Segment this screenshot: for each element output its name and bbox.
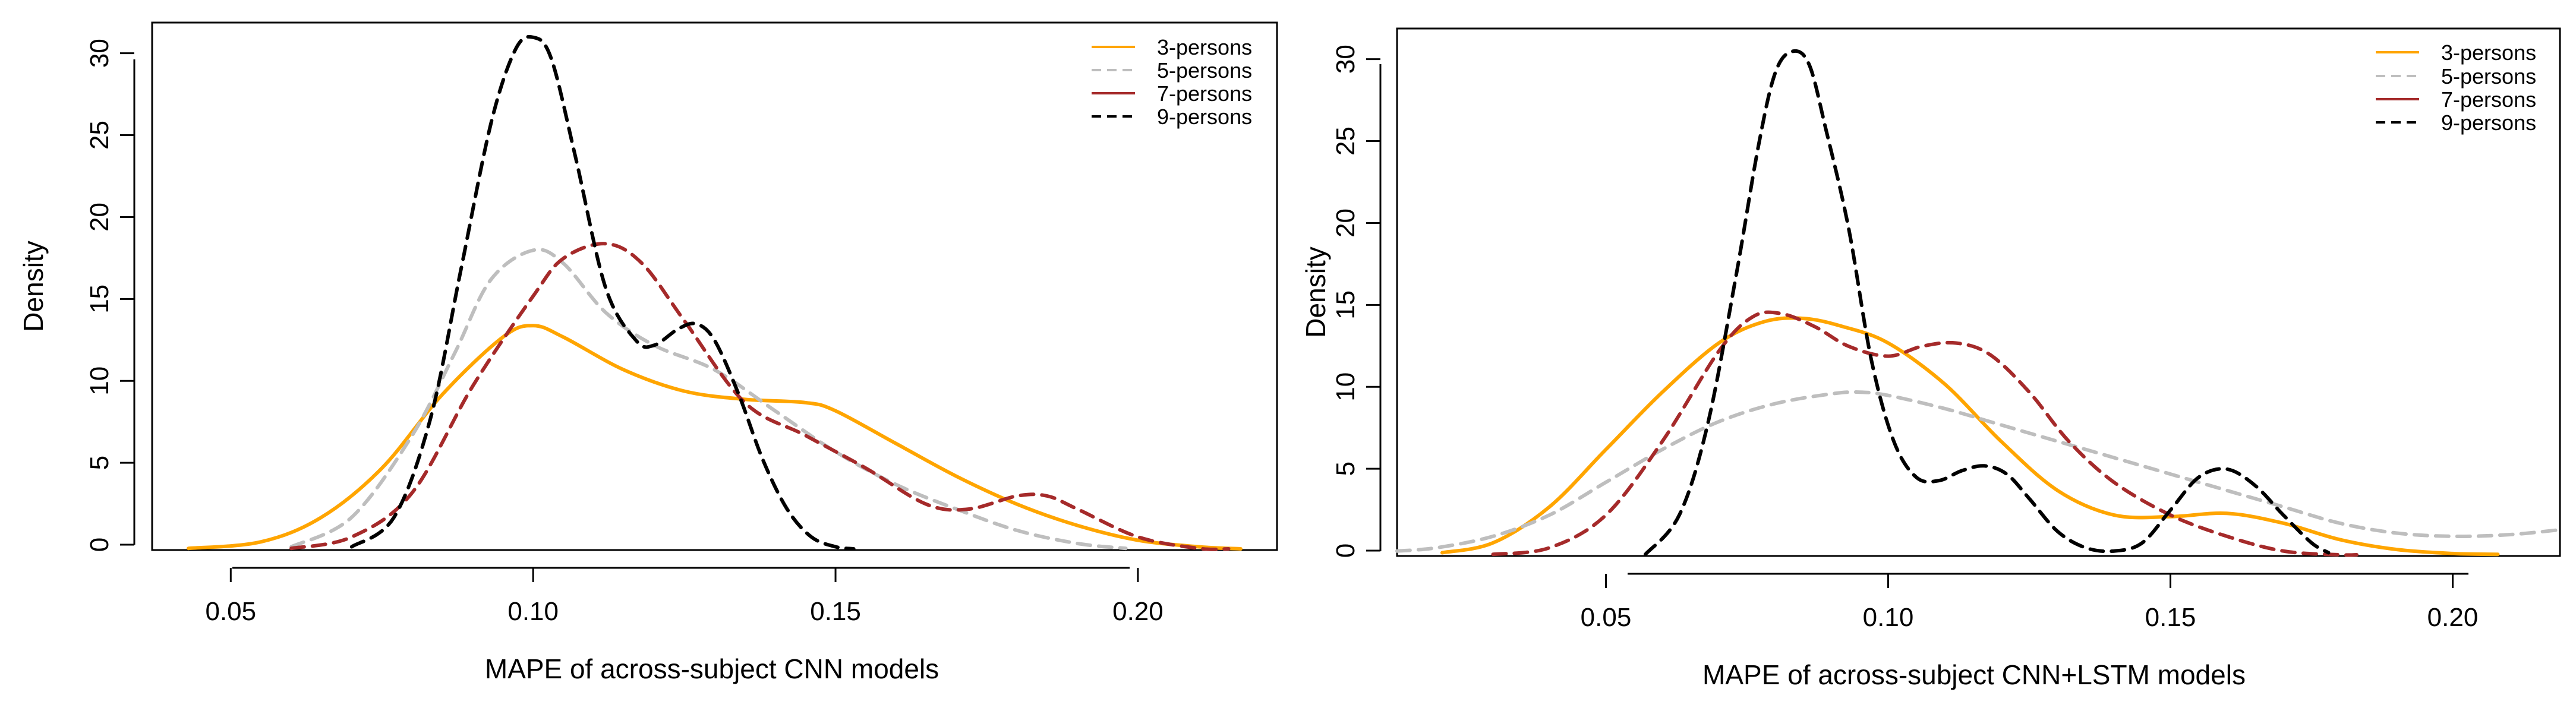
legend-label: 7-persons [1157,81,1252,106]
chart-panel-right: 0 5 10 15 20 25 30 0.05 0.10 0.15 0.20 MAPE of ac… [1300,27,2562,690]
legend-label: 3-persons [2441,40,2536,65]
y-tick-label: 0 [1331,543,1360,558]
x-ticks: 0.05 0.10 0.15 0.20 [1581,574,2479,632]
plot-frame [151,21,1278,551]
x-axis-title: MAPE of across-subject CNN models [485,653,939,684]
legend-item-5-persons: 5-persons [1092,58,1252,83]
y-ticks: 0 5 10 15 20 25 30 [1331,45,1380,558]
series-line-5-persons [1395,390,2562,553]
y-axis-title: Density [1300,247,1331,337]
x-tick-label: 0.10 [507,597,559,626]
y-tick-label: 10 [1331,372,1360,402]
series-line-7-persons [289,242,1231,551]
y-tick-label: 25 [85,121,114,150]
y-tick-label: 30 [1331,45,1360,74]
x-tick-label: 0.05 [1581,603,1632,632]
series-line-3-persons [1440,316,2500,557]
y-axis-title: Density [18,241,49,331]
legend-item-5-persons: 5-persons [2376,64,2536,89]
legend-label: 3-persons [1157,35,1252,59]
chart-panel-left: 0 5 10 15 20 25 30 0.05 0.10 0.15 0.20 MAPE of ac… [18,21,1278,684]
series-group [1395,49,2562,557]
x-axis: 0.05 0.10 0.15 0.20 [205,567,1164,626]
y-tick-label: 0 [85,538,114,552]
legend-item-9-persons: 9-persons [2376,110,2536,135]
y-tick-label: 20 [85,203,114,232]
legend-label: 5-persons [2441,64,2536,89]
series-group [187,34,1243,551]
legend-label: 9-persons [2441,110,2536,135]
legend-label: 7-persons [2441,87,2536,112]
legend-item-3-persons: 3-persons [1092,35,1252,59]
y-tick-label: 15 [1331,290,1360,320]
legend-item-7-persons: 7-persons [1092,81,1252,106]
legend-item-3-persons: 3-persons [2376,40,2536,65]
series-line-9-persons [1644,49,2331,557]
series-line-9-persons [349,34,856,551]
x-tick-label: 0.05 [205,597,256,626]
x-tick-label: 0.20 [2427,603,2479,632]
x-ticks: 0.05 0.10 0.15 0.20 [205,568,1164,626]
legend-item-9-persons: 9-persons [1092,105,1252,129]
series-line-7-persons [1491,310,2359,557]
y-axis: 0 5 10 15 20 25 30 [1331,45,1382,558]
x-tick-label: 0.20 [1112,597,1164,626]
x-axis: 0.05 0.10 0.15 0.20 [1581,573,2479,632]
plot-frame [1396,27,2561,557]
legend-label: 9-persons [1157,105,1252,129]
y-tick-label: 20 [1331,208,1360,238]
x-tick-label: 0.10 [1863,603,1914,632]
y-tick-label: 30 [85,39,114,68]
x-tick-label: 0.15 [810,597,861,626]
y-ticks: 0 5 10 15 20 25 30 [85,39,134,552]
y-tick-label: 10 [85,366,114,396]
x-axis-title: MAPE of across-subject CNN+LSTM models [1702,659,2246,690]
x-tick-label: 0.15 [2145,603,2196,632]
y-axis: 0 5 10 15 20 25 30 [85,39,135,552]
legend: 3-persons 5-persons 7-persons 9-persons [2376,40,2536,135]
legend-item-7-persons: 7-persons [2376,87,2536,112]
y-tick-label: 15 [85,285,114,314]
series-line-3-persons [187,324,1243,551]
series-line-5-persons [289,248,1128,551]
y-tick-label: 5 [1331,462,1360,476]
y-tick-label: 5 [85,456,114,470]
legend-label: 5-persons [1157,58,1252,83]
y-tick-label: 25 [1331,127,1360,156]
legend: 3-persons 5-persons 7-persons 9-persons [1092,35,1252,129]
